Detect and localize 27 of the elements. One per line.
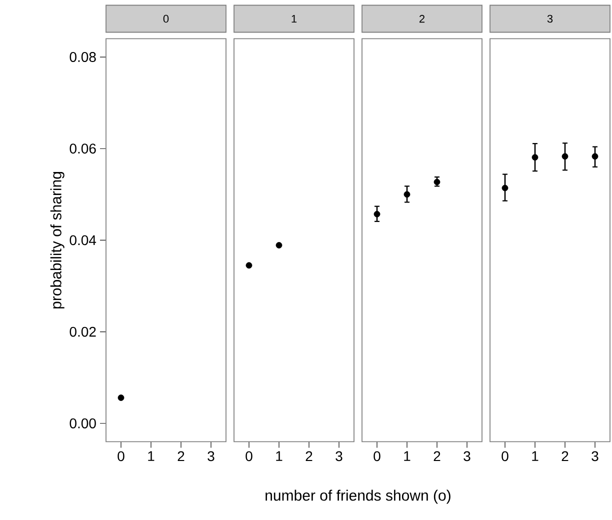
x-tick-label: 2 — [306, 451, 312, 462]
y-tick-label: 0.02 — [70, 326, 96, 337]
x-tick-label: 0 — [502, 451, 508, 462]
x-tick-label: 3 — [208, 451, 214, 462]
x-tick-label: 3 — [336, 451, 342, 462]
x-tick-label: 1 — [276, 451, 282, 461]
y-tick-label: 0.06 — [70, 144, 96, 154]
x-tick-label: 0 — [118, 451, 124, 462]
x-tick-label: 1 — [148, 451, 154, 461]
y-tick-label: 0.00 — [70, 418, 96, 428]
y-tick-label: 0.04 — [70, 235, 96, 246]
x-tick-label: 0 — [374, 451, 380, 462]
x-tick-label: 2 — [178, 451, 184, 462]
x-tick-label: 3 — [592, 451, 598, 462]
chart-title: 3 — [547, 14, 553, 23]
x-tick-label: 1 — [532, 451, 538, 461]
x-tick-label: 3 — [464, 451, 470, 462]
chart-title: 0 — [163, 14, 169, 23]
x-tick-label: 0 — [246, 451, 252, 462]
x-tick-label: 1 — [404, 451, 410, 461]
chart-title: 2 — [419, 14, 425, 23]
x-tick-label: 2 — [562, 451, 568, 462]
y-axis-title: probability of sharing — [50, 172, 64, 308]
chart-title: 1 — [292, 14, 297, 23]
y-tick-label: 0.08 — [70, 52, 96, 62]
x-axis-title: number of friends shown (o) — [266, 490, 450, 504]
x-tick-label: 2 — [434, 451, 440, 462]
